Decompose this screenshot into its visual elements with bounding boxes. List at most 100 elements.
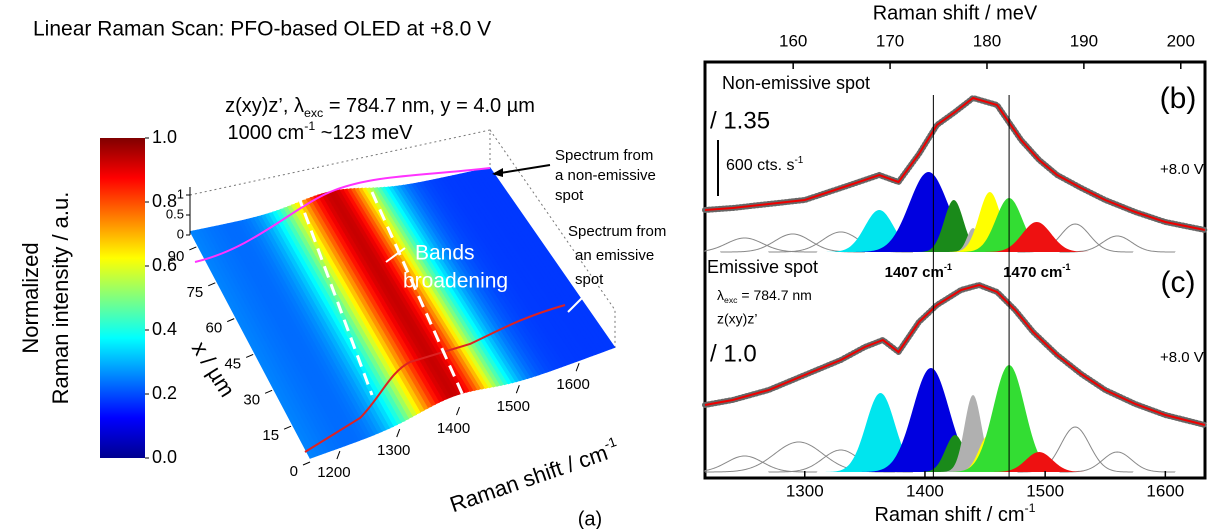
x-tick-label: 1400 [437,420,470,437]
y-tick-label: 75 [187,284,204,301]
x-tick-label: 1200 [317,464,350,481]
text-part: 600 cts. s [726,157,794,174]
fit-component [858,368,1004,472]
annotation: a non-emissive [555,167,656,184]
surface-strip [377,186,505,387]
voltage-label: +8.0 V [1160,161,1204,178]
x-tick [456,406,460,416]
conditions: z(xy)z’ [717,311,757,327]
fit-component [986,452,1093,472]
panel-tag: (a) [578,508,602,529]
z-tick-label: 0.5 [166,206,184,221]
fit-component [915,200,993,252]
x2-tick-label: 180 [973,31,1001,50]
surface-strip [294,202,422,415]
guide-dashed [296,194,374,396]
y-tick [189,246,197,251]
surface-strip [347,188,475,392]
text-part: -1 [794,155,803,166]
text-part: = 784.7 nm [738,287,812,303]
surface-strip [384,186,513,385]
fit-component [939,395,1007,472]
surface-strip [298,200,425,413]
fit-component [946,192,1034,252]
surface-strip [279,208,406,423]
x-tick-label: 1400 [906,481,944,500]
surface-strip [339,188,467,394]
x-tick-label: 1300 [377,442,410,459]
z-tick-label: 0 [177,226,184,241]
y-tick [283,425,292,430]
box-edge [489,129,616,350]
panel-label: Non-emissive spot [722,73,870,93]
text-part: 1407 cm [885,264,944,281]
y-tick [302,461,311,466]
x2-tick-label: 190 [1070,31,1098,50]
page-title: Linear Raman Scan: PFO-based OLED at +8.… [33,18,491,41]
x-axis-label: Raman shift / cm-1 [446,434,622,517]
text-part: 1000 cm [227,122,304,144]
fit-component-outline [1059,451,1176,473]
surface-strip [283,206,410,421]
text-part: -1 [602,434,618,452]
plot-title: z(xy)z’, λexc = 784.7 nm, y = 4.0 µm [225,95,535,120]
annotation: spot [555,187,584,204]
fit-component-outline [704,237,818,253]
x-axis-label: Raman shift / cm-1 [874,501,1035,526]
surface-strip [485,167,616,350]
text-part: Raman shift / cm [874,504,1024,526]
x-tick-label: 1500 [1026,481,1064,500]
colorbar-tick-label: 0.6 [152,255,177,275]
surface-strip [358,187,486,390]
surface-strip [290,203,418,417]
y-tick-label: 0 [290,463,298,480]
text-part: -1 [1062,262,1070,272]
arrow [493,164,551,175]
x-tick-label: 1300 [786,481,824,500]
scale-factor: / 1.35 [710,107,770,134]
y-tick [264,389,273,394]
x2-tick-label: 160 [779,31,807,50]
text-part: Raman shift / cm [447,440,611,517]
panel-tag: (b) [1160,82,1197,115]
colorbar-label: Raman intensity / a.u. [48,192,73,405]
scale-factor: / 1.0 [710,340,757,367]
x2-tick-label: 200 [1167,31,1195,50]
colorbar-label: Normalized [18,242,43,353]
y-tick-label: 90 [168,248,185,265]
y-tick-label: 30 [243,391,260,408]
y-tick-label: 15 [262,427,279,444]
colorbar-tick-label: 1.0 [152,127,177,147]
fit-component-outline [704,455,818,473]
fit-line [704,283,1206,426]
text-part: 1470 cm [1003,264,1062,281]
text-part: λ [717,287,724,303]
annotation: Bands [415,242,475,265]
arrow [567,297,583,313]
fit-component [916,435,994,472]
voltage-label: +8.0 V [1160,349,1204,366]
y-tick-label: 45 [224,355,241,372]
colorbar-tick-label: 0.0 [152,447,177,467]
fit-component [821,210,937,252]
surface-strip [365,187,494,389]
colorbar-tick-label: 0.2 [152,383,177,403]
y-tick [227,318,235,323]
fit-component [822,393,939,472]
text-part: -1 [944,262,952,272]
text-part: z(xy)z’, λ [225,95,304,117]
spectrum-line [304,304,566,453]
x-tick [575,363,580,372]
annotation: an emissive [575,247,654,264]
scale-bar-label: 600 cts. s-1 [726,155,804,174]
x-tick-label: 1600 [1146,481,1184,500]
fit-component [979,222,1095,252]
surface-strip [362,187,490,389]
surface-strip [392,185,521,383]
colorbar [100,138,145,458]
spectra-frame [703,60,1207,480]
x-tick-label: 1600 [556,376,589,393]
x2-tick-label: 170 [876,31,904,50]
panel-label: Emissive spot [707,257,818,277]
